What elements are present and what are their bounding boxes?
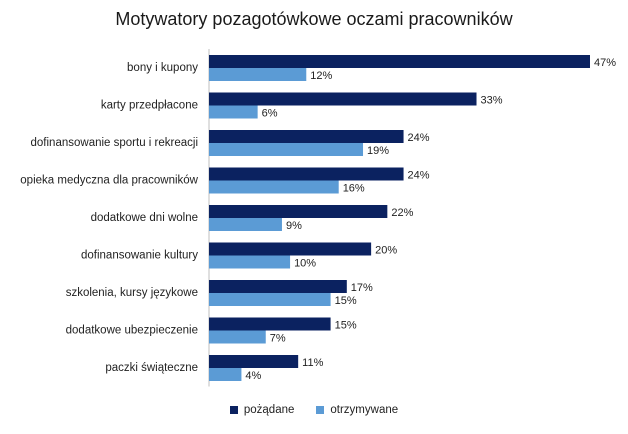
bar-otrzymywane (209, 105, 258, 119)
bar-pozadane (209, 317, 331, 331)
data-label: 17% (351, 282, 373, 294)
category-label: paczki świąteczne (105, 362, 198, 374)
category-label: dofinansowanie kultury (81, 250, 198, 262)
legend: pożądane otrzymywane (0, 404, 628, 416)
data-label: 12% (310, 70, 332, 82)
data-label: 15% (335, 320, 357, 332)
bar-otrzymywane (209, 180, 339, 194)
bar-pozadane (209, 167, 404, 181)
data-label: 15% (335, 295, 357, 307)
category-label: opieka medyczna dla pracowników (20, 175, 198, 187)
legend-swatch-otrzymywane (316, 406, 325, 414)
category-label: karty przedpłacone (101, 100, 198, 112)
bar-pozadane (209, 55, 590, 68)
bar-otrzymywane (209, 293, 331, 306)
data-label: 47% (594, 57, 616, 69)
data-label: 24% (408, 132, 430, 144)
chart-title: Motywatory pozagotówkowe oczami pracowni… (115, 9, 513, 29)
bar-pozadane (209, 242, 372, 256)
bar-pozadane (209, 280, 347, 293)
bar-otrzymywane (209, 255, 291, 269)
data-label: 7% (270, 333, 286, 345)
data-label: 11% (302, 357, 323, 369)
category-label: bony i kupony (127, 62, 198, 74)
bar-chart: bony i kupony 47% 12% karty przedpłacone 33%… (20, 49, 616, 387)
category-label: dodatkowe ubezpieczenie (66, 325, 198, 337)
bar-otrzymywane (209, 143, 364, 156)
data-label: 19% (367, 145, 389, 157)
legend-label-otrzymywane: otrzymywane (330, 404, 399, 416)
data-label: 33% (481, 95, 503, 107)
data-label: 16% (343, 183, 365, 195)
data-label: 10% (294, 258, 316, 270)
bar-otrzymywane (209, 330, 266, 344)
bar-pozadane (209, 130, 404, 143)
bar-pozadane (209, 92, 477, 106)
bar-otrzymywane (209, 68, 307, 81)
bar-pozadane (209, 205, 388, 218)
category-label: dofinansowanie sportu i rekreacji (31, 137, 198, 149)
category-label: dodatkowe dni wolne (91, 212, 198, 224)
data-label: 4% (245, 370, 261, 382)
bar-otrzymywane (209, 368, 242, 381)
plot-area: bony i kupony 47% 12% karty przedpłacone 33%… (20, 49, 616, 387)
data-label: 9% (286, 220, 302, 232)
category-label: szkolenia, kursy językowe (66, 287, 198, 299)
legend-item-pozadane: pożądane (229, 404, 295, 416)
data-label: 20% (375, 245, 397, 257)
bar-pozadane (209, 355, 299, 368)
data-label: 24% (408, 170, 430, 182)
bar-otrzymywane (209, 218, 282, 231)
data-label: 22% (391, 207, 413, 219)
legend-item-otrzymywane: otrzymywane (316, 404, 398, 416)
legend-swatch-pozadane (229, 406, 238, 414)
data-label: 6% (262, 108, 278, 120)
legend-label-pozadane: pożądane (243, 404, 295, 416)
